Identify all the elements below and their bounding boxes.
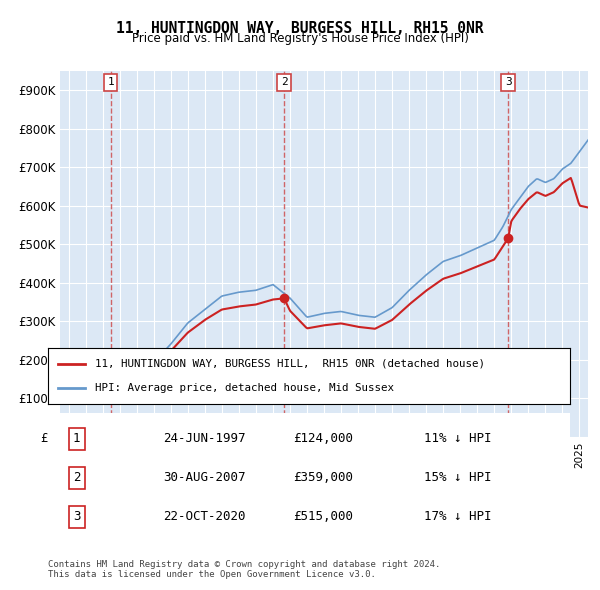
Text: £359,000: £359,000 xyxy=(293,471,353,484)
Text: 30-AUG-2007: 30-AUG-2007 xyxy=(163,471,245,484)
Text: 3: 3 xyxy=(73,510,80,523)
Text: Contains HM Land Registry data © Crown copyright and database right 2024.: Contains HM Land Registry data © Crown c… xyxy=(48,560,440,569)
Text: 11% ↓ HPI: 11% ↓ HPI xyxy=(424,432,491,445)
Text: 11, HUNTINGDON WAY, BURGESS HILL,  RH15 0NR (detached house): 11, HUNTINGDON WAY, BURGESS HILL, RH15 0… xyxy=(95,359,485,369)
Text: HPI: Average price, detached house, Mid Sussex: HPI: Average price, detached house, Mid … xyxy=(95,384,394,394)
Text: 15% ↓ HPI: 15% ↓ HPI xyxy=(424,471,491,484)
Text: 2: 2 xyxy=(281,77,287,87)
Text: 3: 3 xyxy=(505,77,511,87)
Text: 2: 2 xyxy=(73,471,80,484)
Text: This data is licensed under the Open Government Licence v3.0.: This data is licensed under the Open Gov… xyxy=(48,571,376,579)
Text: 11, HUNTINGDON WAY, BURGESS HILL, RH15 0NR: 11, HUNTINGDON WAY, BURGESS HILL, RH15 0… xyxy=(116,21,484,35)
Text: 1: 1 xyxy=(107,77,114,87)
Text: 22-OCT-2020: 22-OCT-2020 xyxy=(163,510,245,523)
Text: 17% ↓ HPI: 17% ↓ HPI xyxy=(424,510,491,523)
Text: £124,000: £124,000 xyxy=(293,432,353,445)
Text: £515,000: £515,000 xyxy=(293,510,353,523)
Text: 24-JUN-1997: 24-JUN-1997 xyxy=(163,432,245,445)
Text: Price paid vs. HM Land Registry's House Price Index (HPI): Price paid vs. HM Land Registry's House … xyxy=(131,32,469,45)
Text: 1: 1 xyxy=(73,432,80,445)
